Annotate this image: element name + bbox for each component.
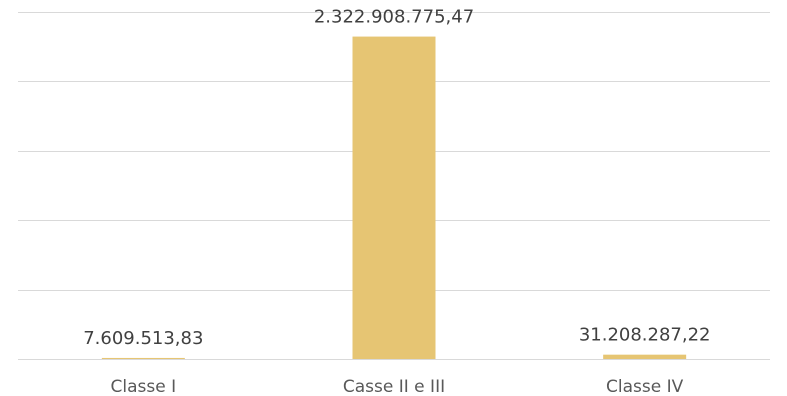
- category-label: Classe IV: [606, 377, 684, 396]
- data-label: 31.208.287,22: [579, 325, 711, 346]
- data-label: 7.609.513,83: [83, 328, 203, 349]
- bars: [101, 36, 687, 359]
- bar-1: [101, 357, 185, 359]
- category-label: Casse II e III: [343, 377, 445, 396]
- bar-2: [352, 36, 436, 359]
- data-label: 2.322.908.775,47: [314, 7, 474, 28]
- category-labels: Classe I Casse II e III Classe IV: [111, 377, 684, 396]
- data-labels: 7.609.513,83 2.322.908.775,47 31.208.287,2…: [83, 7, 710, 349]
- category-label: Classe I: [111, 377, 177, 396]
- bar-3: [603, 354, 687, 359]
